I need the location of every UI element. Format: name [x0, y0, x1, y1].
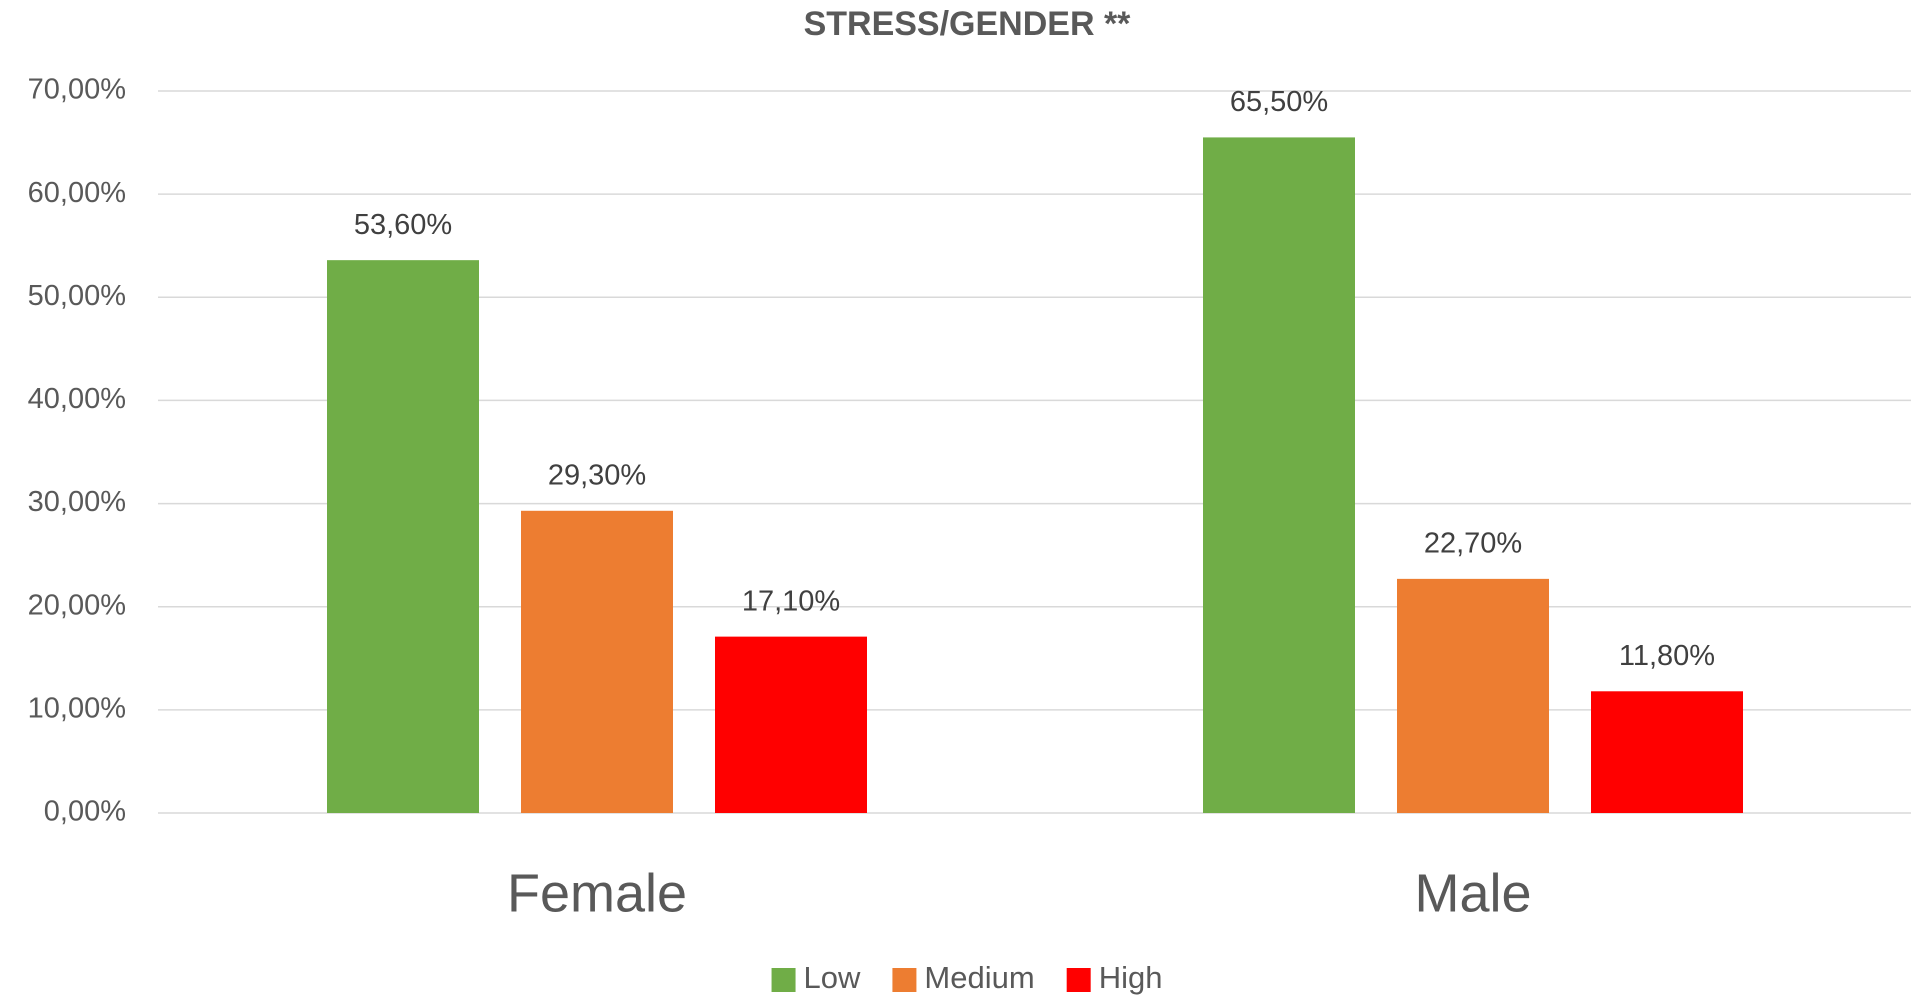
- bar: [521, 510, 673, 813]
- data-label: 17,10%: [742, 585, 840, 617]
- y-tick-label: 70,00%: [28, 74, 126, 106]
- y-tick-label: 30,00%: [28, 486, 126, 518]
- bar: [1397, 578, 1549, 813]
- data-label: 53,60%: [354, 209, 452, 241]
- x-tick-label: Male: [1414, 863, 1531, 923]
- legend-swatch: [1066, 968, 1091, 992]
- bar: [1203, 137, 1355, 813]
- x-tick-label: Female: [507, 863, 687, 923]
- data-label: 65,50%: [1230, 86, 1328, 118]
- bar: [715, 636, 867, 813]
- y-tick-label: 0,00%: [44, 796, 126, 828]
- legend-label: Medium: [924, 960, 1034, 995]
- y-tick-label: 10,00%: [28, 693, 126, 725]
- data-label: 11,80%: [1619, 640, 1715, 672]
- chart-title: STRESS/GENDER **: [804, 5, 1132, 43]
- legend-swatch: [892, 968, 917, 992]
- bar: [1591, 691, 1743, 813]
- legend-label: High: [1099, 960, 1163, 995]
- legend-swatch: [771, 968, 796, 992]
- data-label: 22,70%: [1424, 528, 1522, 560]
- data-label: 29,30%: [548, 459, 646, 491]
- y-tick-label: 20,00%: [28, 589, 126, 621]
- y-tick-label: 50,00%: [28, 280, 126, 312]
- bar: [327, 260, 479, 813]
- y-tick-label: 40,00%: [28, 383, 126, 415]
- y-tick-label: 60,00%: [28, 177, 126, 209]
- legend-label: Low: [804, 960, 861, 995]
